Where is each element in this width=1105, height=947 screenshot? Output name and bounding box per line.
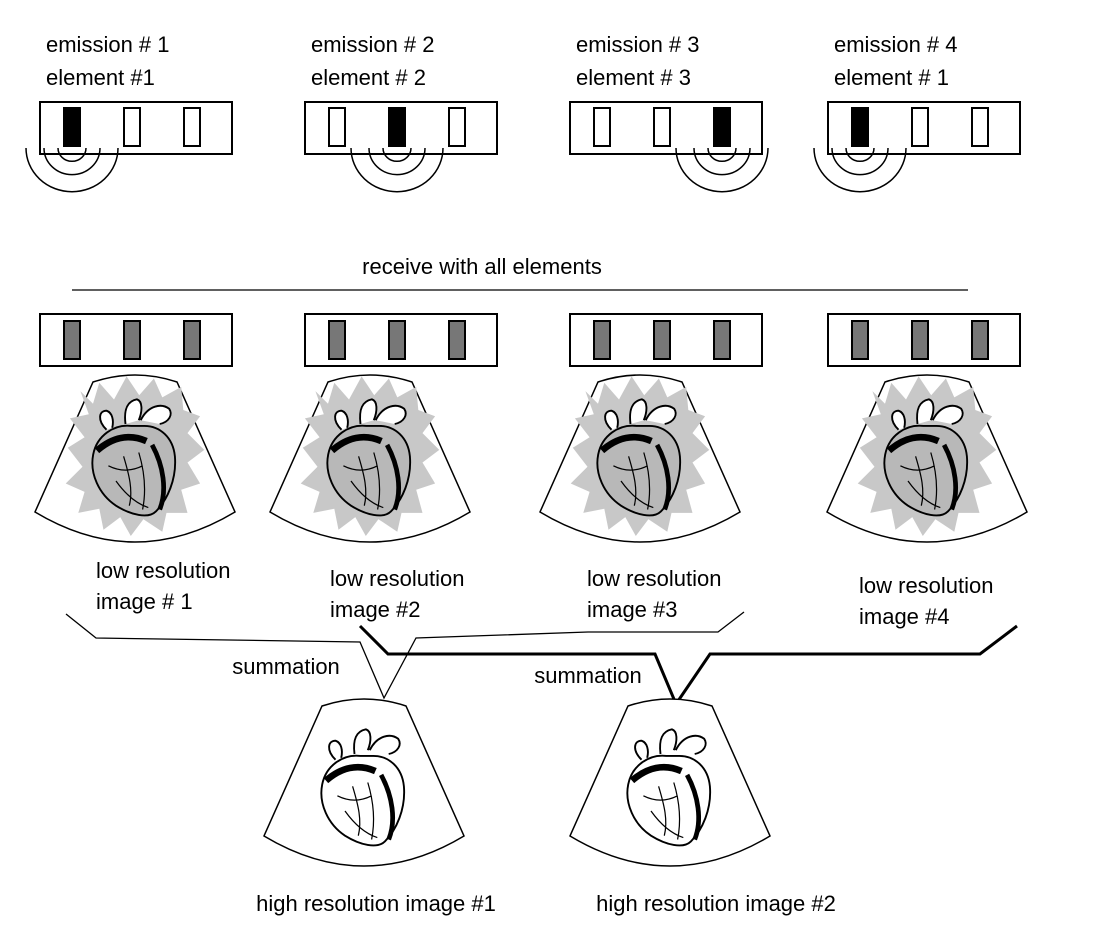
idle-element — [328, 107, 346, 147]
emission-label: emission # 2 — [311, 32, 435, 57]
emission-3: emission # 3 element # 3 — [569, 32, 769, 193]
high-resolution-image-1: high resolution image #1 — [256, 698, 496, 916]
receive-element — [851, 320, 869, 360]
active-element — [63, 107, 81, 147]
receive-element — [183, 320, 201, 360]
low-res-label-line2: image #4 — [859, 604, 950, 629]
summation-label-2: summation — [534, 663, 642, 688]
receive-row — [39, 313, 1021, 367]
emission-label: emission # 4 — [834, 32, 958, 57]
active-element — [388, 107, 406, 147]
idle-element — [448, 107, 466, 147]
low-res-label-line1: low resolution — [96, 558, 231, 583]
low-res-label-line1: low resolution — [859, 573, 994, 598]
low-res-label-line1: low resolution — [587, 566, 722, 591]
high-resolution-image-2: high resolution image #2 — [569, 698, 836, 916]
high-res-label: high resolution image #2 — [596, 891, 836, 916]
idle-element — [593, 107, 611, 147]
low-resolution-row: low resolution image # 1 low resolution ima… — [34, 374, 1028, 629]
summation-label-1: summation — [232, 654, 340, 679]
summation-bracket-2 — [358, 624, 1018, 708]
element-label: element # 1 — [834, 65, 949, 90]
emission-wave-icon — [813, 147, 907, 193]
low-resolution-image-4: low resolution image #4 — [826, 374, 1028, 629]
emission-label: emission # 3 — [576, 32, 700, 57]
idle-element — [911, 107, 929, 147]
receive-element — [328, 320, 346, 360]
low-res-label-line2: image # 1 — [96, 589, 193, 614]
element-label: element # 3 — [576, 65, 691, 90]
receive-array-2 — [304, 313, 498, 367]
receive-element — [713, 320, 731, 360]
receive-label: receive with all elements — [362, 254, 602, 279]
element-label: element #1 — [46, 65, 155, 90]
emission-1: emission # 1 element #1 — [25, 32, 233, 193]
receive-element — [653, 320, 671, 360]
low-res-label-line2: image #3 — [587, 597, 678, 622]
receive-element — [971, 320, 989, 360]
low-res-label-line2: image #2 — [330, 597, 421, 622]
idle-element — [971, 107, 989, 147]
receive-element — [123, 320, 141, 360]
emission-label: emission # 1 — [46, 32, 170, 57]
idle-element — [653, 107, 671, 147]
receive-element — [63, 320, 81, 360]
receive-array-4 — [827, 313, 1021, 367]
receive-array-1 — [39, 313, 233, 367]
idle-element — [123, 107, 141, 147]
low-resolution-image-2: low resolution image #2 — [269, 374, 471, 622]
emission-row: emission # 1 element #1 emission # 2 elemen… — [25, 32, 1021, 193]
receive-array-3 — [569, 313, 763, 367]
receive-element — [911, 320, 929, 360]
emission-2: emission # 2 element # 2 — [304, 32, 498, 193]
low-res-label-line1: low resolution — [330, 566, 465, 591]
emission-wave-icon — [675, 147, 769, 193]
active-element — [851, 107, 869, 147]
emission-wave-icon — [350, 147, 444, 193]
emission-wave-icon — [25, 147, 119, 193]
receive-element — [593, 320, 611, 360]
emission-4: emission # 4 element # 1 — [813, 32, 1021, 193]
summation-bracket-1 — [65, 611, 745, 700]
high-res-label: high resolution image #1 — [256, 891, 496, 916]
receive-element — [388, 320, 406, 360]
idle-element — [183, 107, 201, 147]
receive-element — [448, 320, 466, 360]
element-label: element # 2 — [311, 65, 426, 90]
active-element — [713, 107, 731, 147]
low-resolution-image-1: low resolution image # 1 — [34, 374, 236, 614]
high-resolution-row: high resolution image #1 high resolution … — [256, 698, 836, 916]
low-resolution-image-3: low resolution image #3 — [539, 374, 741, 622]
